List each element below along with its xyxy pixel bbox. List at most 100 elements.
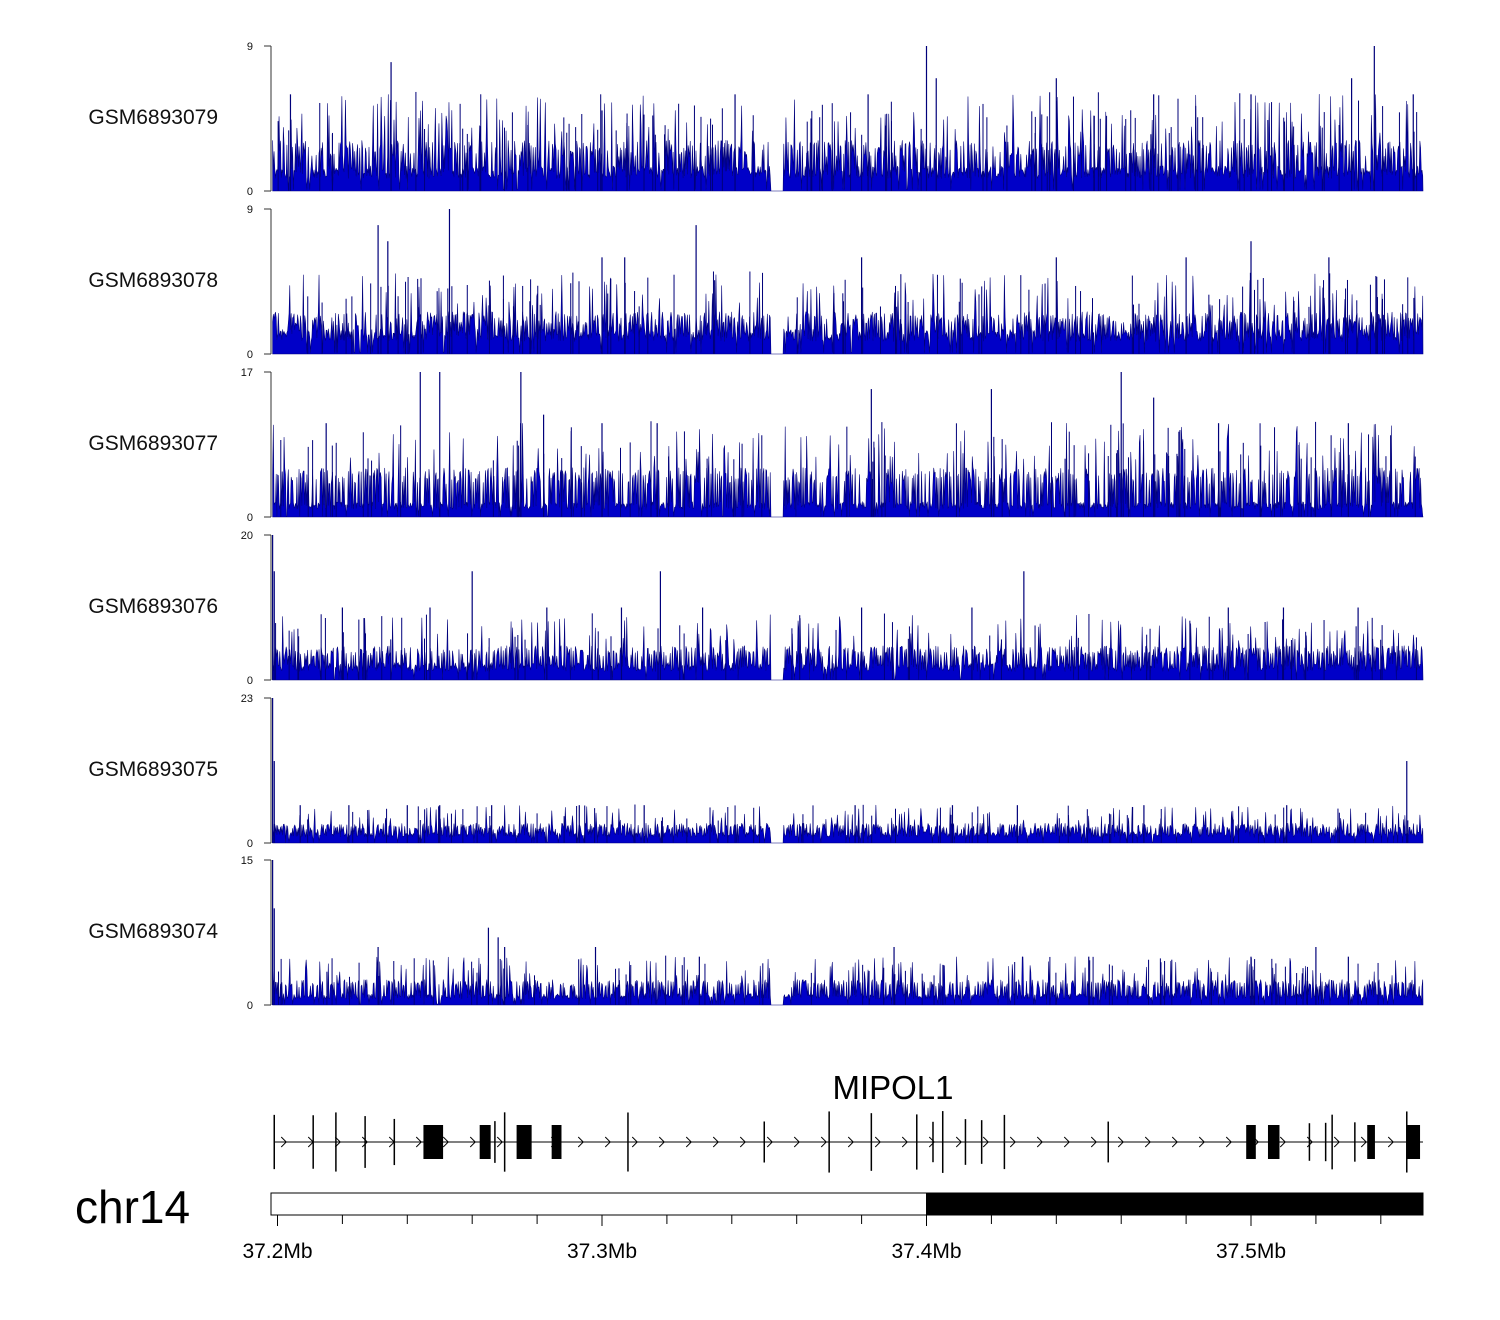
gene-exon xyxy=(1246,1125,1256,1159)
x-axis-tick-label: 37.5Mb xyxy=(1216,1240,1286,1263)
gene-exon xyxy=(1267,1125,1280,1159)
chromosome-label: chr14 xyxy=(75,1181,190,1233)
strand-arrow-icon xyxy=(739,1136,746,1148)
strand-arrow-icon xyxy=(604,1136,611,1148)
strand-arrow-icon xyxy=(469,1136,476,1148)
coverage-tracks: GSM689307990GSM689307890GSM6893077170GSM… xyxy=(88,41,1424,1012)
x-axis-ticks: 37.2Mb 37.3Mb 37.4Mb 37.5Mb xyxy=(242,1215,1382,1263)
strand-arrow-icon xyxy=(847,1136,854,1148)
strand-arrow-icon xyxy=(1333,1136,1340,1148)
gene-exon xyxy=(941,1111,944,1173)
strand-arrow-icon xyxy=(577,1136,584,1148)
y-axis-max-label: 23 xyxy=(241,693,253,705)
strand-arrow-icon xyxy=(982,1136,989,1148)
x-axis-tick-label: 37.4Mb xyxy=(891,1240,961,1263)
strand-arrow-icon xyxy=(928,1136,935,1148)
strand-arrow-icon xyxy=(1171,1136,1178,1148)
strand-arrow-icon xyxy=(712,1136,719,1148)
y-axis-max-label: 9 xyxy=(247,204,253,216)
gene-exon xyxy=(503,1112,506,1172)
y-axis-min-label: 0 xyxy=(247,838,253,850)
y-axis-min-label: 0 xyxy=(247,675,253,687)
track-label: GSM6893078 xyxy=(88,269,218,292)
coverage-area xyxy=(272,273,1424,355)
strand-arrow-icon xyxy=(1279,1136,1286,1148)
strand-arrow-icon xyxy=(766,1136,773,1148)
y-axis-max-label: 15 xyxy=(241,855,253,867)
track-label: GSM6893075 xyxy=(88,758,218,781)
strand-arrow-icon xyxy=(334,1136,341,1148)
chromosome-axis: chr14 37.2Mb 37.3Mb 37.4Mb 37.5Mb xyxy=(75,1181,1424,1263)
gene-exon xyxy=(273,1114,275,1170)
y-axis-min-label: 0 xyxy=(247,512,253,524)
gene-track: MIPOL1 xyxy=(273,1069,1423,1173)
track-label: GSM6893079 xyxy=(88,106,218,129)
gene-exon xyxy=(932,1121,934,1163)
strand-arrow-icon xyxy=(415,1136,422,1148)
strand-arrow-icon xyxy=(793,1136,800,1148)
y-axis-max-label: 9 xyxy=(247,41,253,53)
track-GSM6893075: GSM6893075 23 0 xyxy=(88,693,1424,850)
track-GSM6893077: GSM6893077 17 0 xyxy=(88,367,1424,524)
strand-arrow-icon xyxy=(1036,1136,1043,1148)
gene-exon xyxy=(1354,1122,1356,1162)
gene-exon xyxy=(479,1125,491,1159)
x-axis-tick-label: 37.3Mb xyxy=(567,1240,637,1263)
y-axis-max-label: 17 xyxy=(241,367,253,379)
track-label: GSM6893077 xyxy=(88,432,218,455)
y-axis-max-label: 20 xyxy=(241,530,253,542)
gene-exon xyxy=(364,1116,366,1168)
gene-exon xyxy=(393,1118,396,1166)
track-GSM6893078: GSM6893078 9 0 xyxy=(88,204,1424,361)
strand-arrow-icon xyxy=(361,1136,368,1148)
track-label: GSM6893074 xyxy=(88,920,218,943)
track-GSM6893074: GSM6893074 15 0 xyxy=(88,855,1424,1012)
gene-exon xyxy=(1308,1123,1311,1161)
strand-arrow-icon xyxy=(1009,1136,1016,1148)
y-axis-min-label: 0 xyxy=(247,1000,253,1012)
strand-arrow-icon xyxy=(496,1136,503,1148)
gene-exon xyxy=(828,1111,830,1173)
coverage-area xyxy=(272,956,1424,1006)
gene-exon xyxy=(980,1120,983,1164)
gene-exon xyxy=(312,1115,314,1169)
gene-exon xyxy=(1107,1121,1109,1163)
strand-arrow-icon xyxy=(1117,1136,1124,1148)
strand-arrow-icon xyxy=(1198,1136,1205,1148)
strand-arrow-icon xyxy=(442,1136,449,1148)
strand-arrow-icon xyxy=(1063,1136,1070,1148)
gene-exon xyxy=(335,1112,337,1172)
track-GSM6893079: GSM6893079 9 0 xyxy=(88,41,1424,198)
track-GSM6893076: GSM6893076 20 0 xyxy=(88,530,1424,687)
gene-exon xyxy=(1331,1114,1333,1170)
track-label: GSM6893076 xyxy=(88,595,218,618)
strand-arrow-icon xyxy=(1225,1136,1232,1148)
gene-exon xyxy=(1406,1125,1421,1159)
strand-arrow-icon xyxy=(1387,1136,1394,1148)
strand-arrow-icon xyxy=(280,1136,287,1148)
gene-label: MIPOL1 xyxy=(832,1069,953,1106)
gene-exon xyxy=(551,1125,562,1159)
x-axis-tick-label: 37.2Mb xyxy=(242,1240,312,1263)
gene-exon xyxy=(1367,1125,1375,1159)
gene-exon xyxy=(423,1125,444,1159)
strand-arrow-icon xyxy=(1360,1136,1367,1148)
coverage-area xyxy=(272,423,1424,518)
gene-exon xyxy=(1003,1114,1006,1170)
strand-arrow-icon xyxy=(901,1136,908,1148)
strand-arrow-icon xyxy=(685,1136,692,1148)
gene-exon xyxy=(516,1125,532,1159)
strand-arrow-icon xyxy=(1090,1136,1097,1148)
ideogram-dark-band xyxy=(926,1192,1424,1216)
ideogram-light-band xyxy=(270,1192,928,1216)
strand-arrow-icon xyxy=(658,1136,665,1148)
strand-arrow-icon xyxy=(1144,1136,1151,1148)
gene-exon xyxy=(916,1114,918,1170)
coverage-area xyxy=(272,804,1424,844)
gene-exon xyxy=(494,1121,496,1163)
strand-arrow-icon xyxy=(631,1136,638,1148)
coverage-area xyxy=(272,614,1424,681)
y-axis-min-label: 0 xyxy=(247,186,253,198)
y-axis-min-label: 0 xyxy=(247,349,253,361)
